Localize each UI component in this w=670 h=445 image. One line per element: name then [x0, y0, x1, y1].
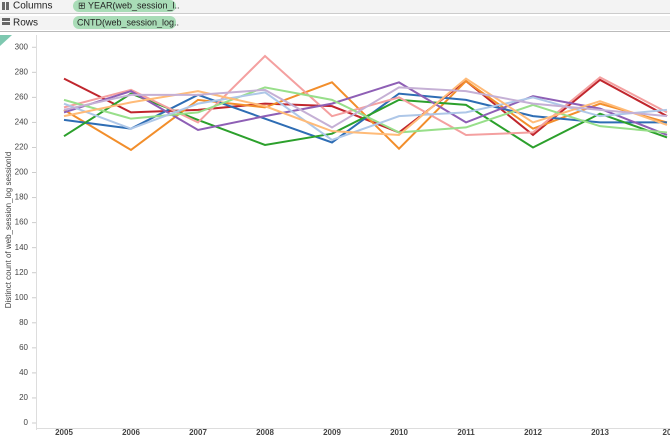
rows-pill[interactable] [73, 16, 176, 29]
y-tick-label: 280 [15, 67, 29, 76]
x-tick-label: 2007 [189, 428, 207, 437]
series-line [63, 86, 668, 129]
y-tick-label: 160 [15, 218, 29, 227]
columns-label: Columns [13, 1, 52, 12]
x-tick-label: 2011 [457, 428, 475, 437]
y-tick-label: 140 [15, 243, 29, 252]
x-tick-label: 2008 [256, 428, 274, 437]
y-tick-label: 80 [19, 318, 28, 327]
x-tick-label: 2009 [323, 428, 341, 437]
series-line [63, 77, 668, 136]
columns-pill[interactable] [73, 0, 176, 12]
rows-label: Rows [13, 18, 38, 29]
rows-pill-text: CNTD(web_session_log.. [77, 17, 179, 27]
x-tick-label: 2013 [591, 428, 609, 437]
corner-marker [0, 35, 12, 46]
y-tick-label: 40 [19, 368, 28, 377]
y-tick-label: 60 [19, 343, 28, 352]
series-line [63, 81, 668, 136]
y-tick-label: 220 [15, 143, 29, 152]
plus-icon: ⊞ [78, 0, 86, 10]
x-tick-label: 2010 [390, 428, 408, 437]
y-tick-label: 200 [15, 168, 29, 177]
y-tick-label: 260 [15, 92, 29, 101]
y-axis-title: Distinct count of web_session_log sessio… [4, 152, 13, 309]
y-tick-label: 180 [15, 193, 29, 202]
y-tick-label: 300 [15, 42, 29, 51]
y-tick-label: 0 [24, 418, 29, 427]
series-line [63, 92, 667, 144]
y-tick-label: 100 [15, 293, 29, 302]
x-tick-label: 2012 [524, 428, 542, 437]
columns-icon [2, 2, 9, 10]
columns-pill-text: YEAR(web_session_l.. [88, 0, 180, 10]
x-tick-label: 20 [663, 428, 670, 437]
y-tick-label: 240 [15, 118, 29, 127]
rows-icon [2, 18, 10, 25]
y-tick-label: 120 [15, 268, 29, 277]
x-tick-label: 2006 [122, 428, 140, 437]
y-tick-label: 20 [19, 393, 28, 402]
x-tick-label: 2005 [55, 428, 73, 437]
